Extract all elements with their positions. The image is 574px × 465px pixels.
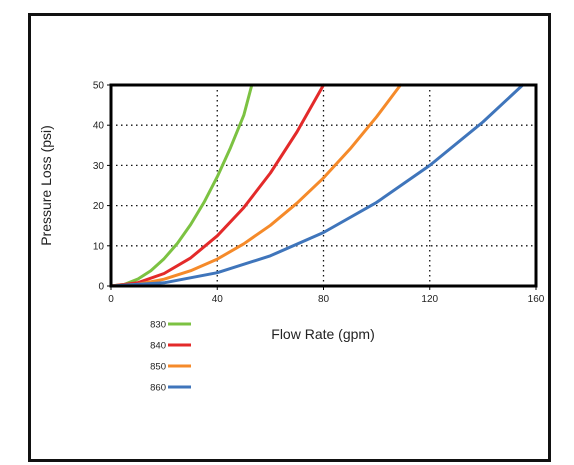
y-tick-label: 40: [93, 121, 105, 132]
x-tick-label: 120: [421, 294, 438, 305]
y-axis-ticks: 0 10 20 30 40 50: [93, 81, 111, 293]
y-axis-label: Pressure Loss (psi): [38, 125, 54, 246]
y-tick-label: 10: [93, 241, 105, 252]
x-tick-label: 160: [528, 294, 545, 305]
series-line-830: [109, 83, 254, 288]
series-line-840: [109, 83, 325, 288]
series-lines: [109, 83, 525, 288]
legend-label-850: 850: [150, 362, 166, 373]
grid-lines: [111, 85, 536, 286]
legend: 830 840 850 860: [150, 320, 191, 394]
y-tick-label: 20: [93, 201, 105, 212]
series-line-850: [109, 83, 402, 288]
x-tick-label: 40: [212, 294, 224, 305]
legend-label-860: 860: [150, 383, 166, 394]
series-line-860: [109, 83, 525, 288]
x-tick-label: 80: [318, 294, 330, 305]
chart-frame: 0 40 80 120 160 0 10 20 30 40 50 Flow Rate (gpm) …: [28, 13, 551, 462]
y-tick-label: 0: [98, 282, 104, 293]
x-axis-label: Flow Rate (gpm): [271, 326, 374, 342]
y-tick-label: 50: [93, 81, 105, 92]
legend-label-840: 840: [150, 341, 166, 352]
x-tick-label: 0: [108, 294, 114, 305]
x-axis-ticks: 0 40 80 120 160: [108, 286, 545, 305]
legend-label-830: 830: [150, 320, 166, 331]
y-tick-label: 30: [93, 161, 105, 172]
